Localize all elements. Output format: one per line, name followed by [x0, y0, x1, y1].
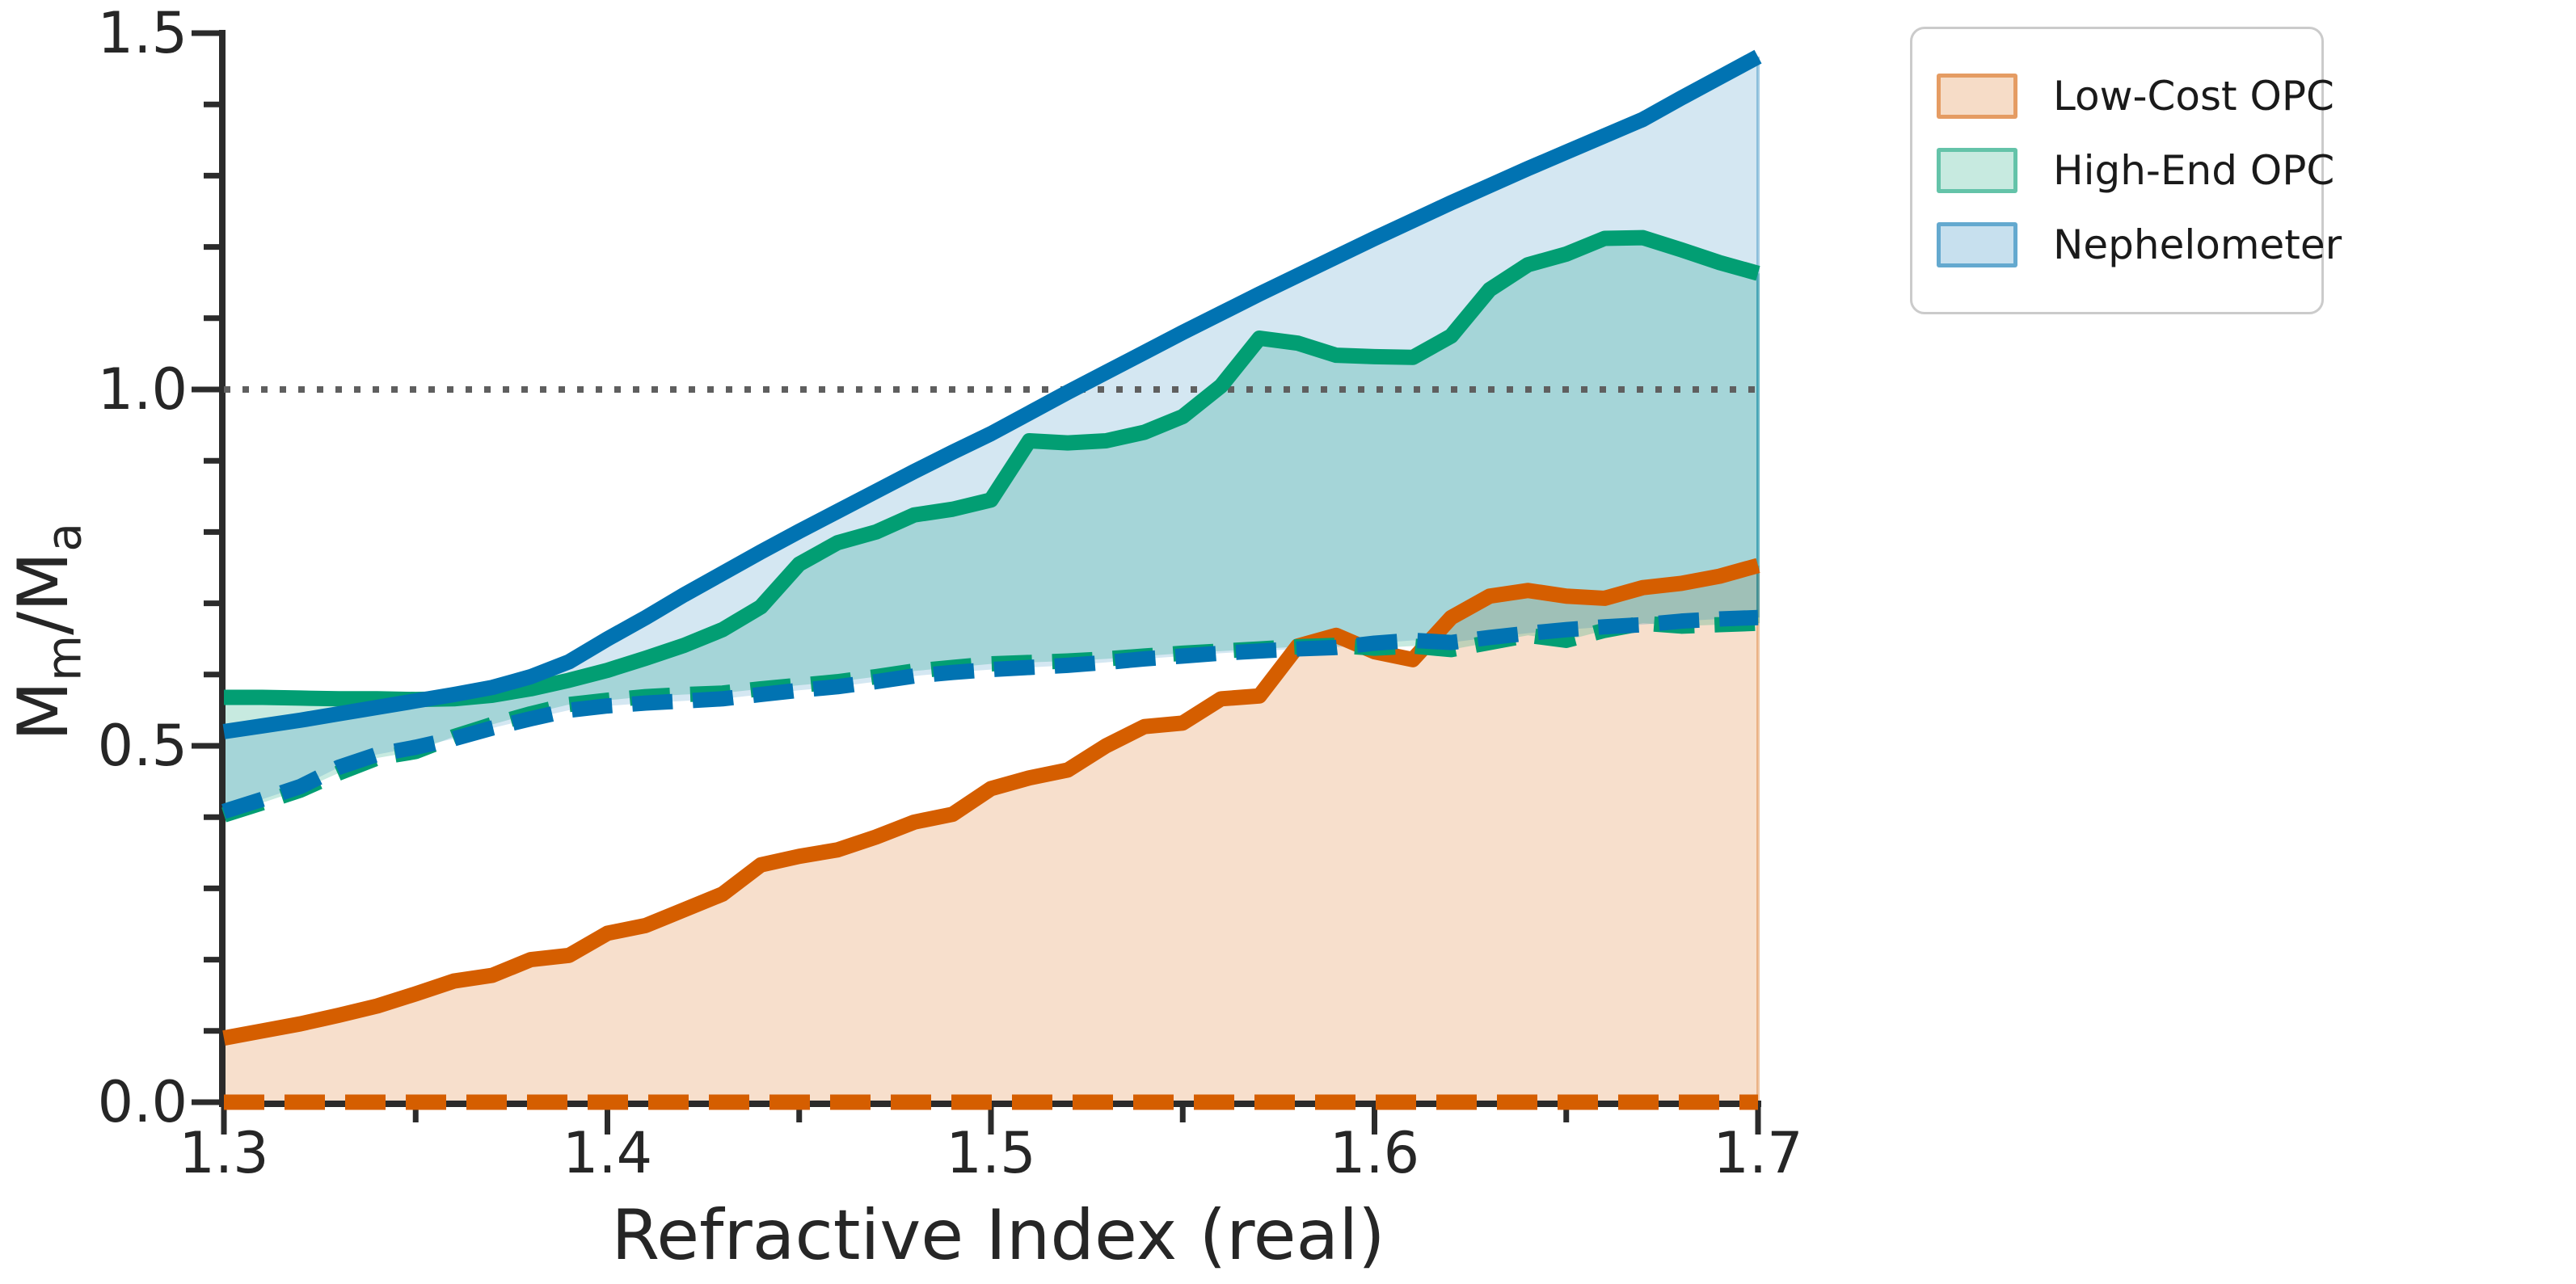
legend-swatch-high-end-opc [1937, 148, 2017, 193]
y-label-sub-m: m [36, 634, 92, 681]
x-tick-label: 1.5 [946, 1120, 1036, 1186]
y-axis-label: Mm/Ma [3, 522, 92, 741]
y-label-M1: M [3, 680, 85, 742]
x-axis-label: Refractive Index (real) [611, 1195, 1385, 1276]
legend-label: Low-Cost OPC [2053, 73, 2334, 120]
band-low-cost-opc [224, 565, 1758, 1102]
y-tick-label: 0.5 [97, 713, 188, 779]
y-label-sub-a: a [36, 522, 92, 552]
y-label-M2: M [3, 551, 85, 612]
x-tick-label: 1.6 [1329, 1120, 1420, 1186]
legend-swatch-nephelometer [1937, 222, 2017, 267]
x-tick-label: 1.4 [562, 1120, 653, 1186]
y-tick-label: 0.0 [97, 1069, 188, 1135]
y-label-slash: / [3, 611, 85, 635]
y-tick-label: 1.0 [97, 356, 188, 423]
legend-label: Nephelometer [2053, 221, 2342, 268]
y-tick-label: 1.5 [97, 0, 188, 66]
legend-label: High-End OPC [2053, 147, 2335, 194]
x-tick-label: 1.3 [179, 1120, 269, 1186]
legend-item: Nephelometer [1937, 220, 2342, 270]
upper-bound-low-cost-opc [222, 558, 1760, 1046]
lower-bound-nephelometer [221, 609, 1759, 819]
upper-bound-nephelometer [222, 49, 1762, 739]
x-tick-label: 1.7 [1713, 1120, 1803, 1186]
legend-item: Low-Cost OPC [1937, 71, 2334, 121]
legend-item: High-End OPC [1937, 145, 2334, 196]
legend: Low-Cost OPC High-End OPC Nephelometer [1910, 27, 2342, 314]
legend-swatch-low-cost-opc [1937, 74, 2017, 119]
